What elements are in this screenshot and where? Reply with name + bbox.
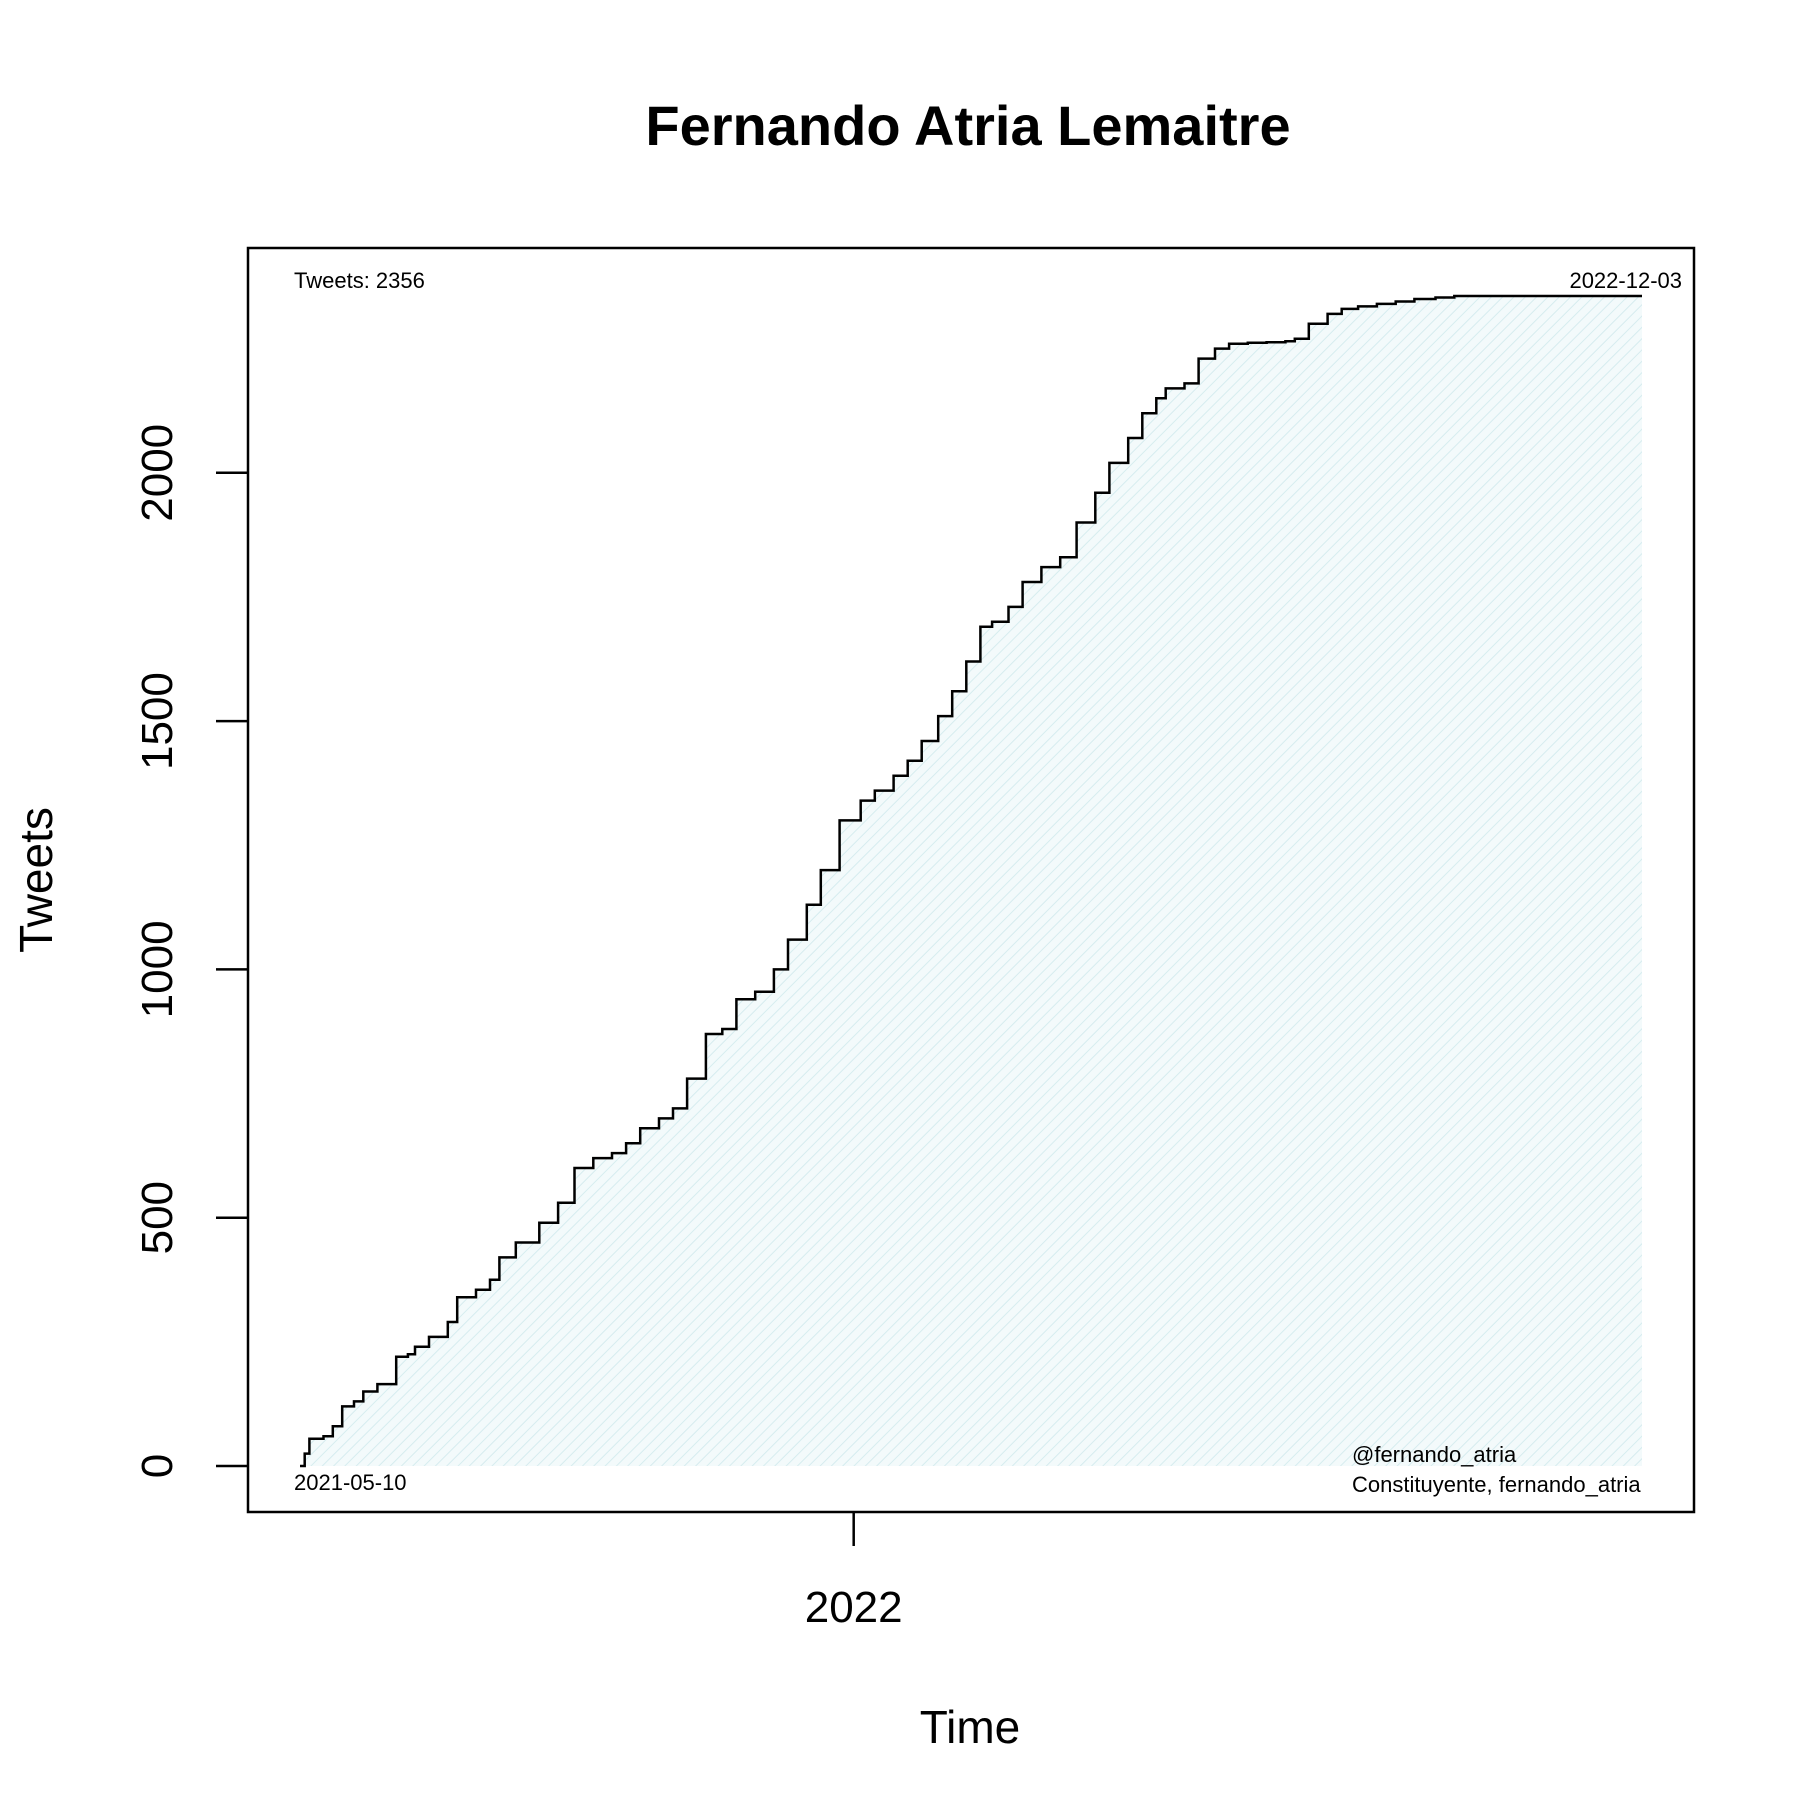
chart-title: Fernando Atria Lemaitre	[645, 94, 1290, 157]
end-date-annotation: 2022-12-03	[1569, 268, 1682, 293]
handle-annotation: @fernando_atria	[1352, 1442, 1517, 1467]
description-annotation: Constituyente, fernando_atria	[1352, 1472, 1641, 1497]
x-axis-label: Time	[920, 1701, 1021, 1753]
x-tick-label: 2022	[805, 1583, 903, 1632]
y-tick-label: 2000	[133, 424, 182, 522]
area-fill-layer	[300, 296, 1642, 1466]
y-tick-label: 500	[133, 1181, 182, 1254]
y-tick-label: 0	[133, 1454, 182, 1478]
x-axis: 2022	[805, 1512, 903, 1632]
start-date-annotation: 2021-05-10	[294, 1470, 407, 1495]
tweet-count-annotation: Tweets: 2356	[294, 268, 425, 293]
series-line	[300, 294, 1642, 1468]
y-tick-label: 1500	[133, 672, 182, 770]
y-axis-label: Tweets	[10, 807, 62, 953]
series-area	[300, 296, 1642, 1466]
y-axis: 0 500 1000 1500 2000	[133, 424, 248, 1478]
y-tick-label: 1000	[133, 920, 182, 1018]
plot-frame	[246, 246, 1696, 1514]
series-line-layer	[300, 294, 1642, 1468]
